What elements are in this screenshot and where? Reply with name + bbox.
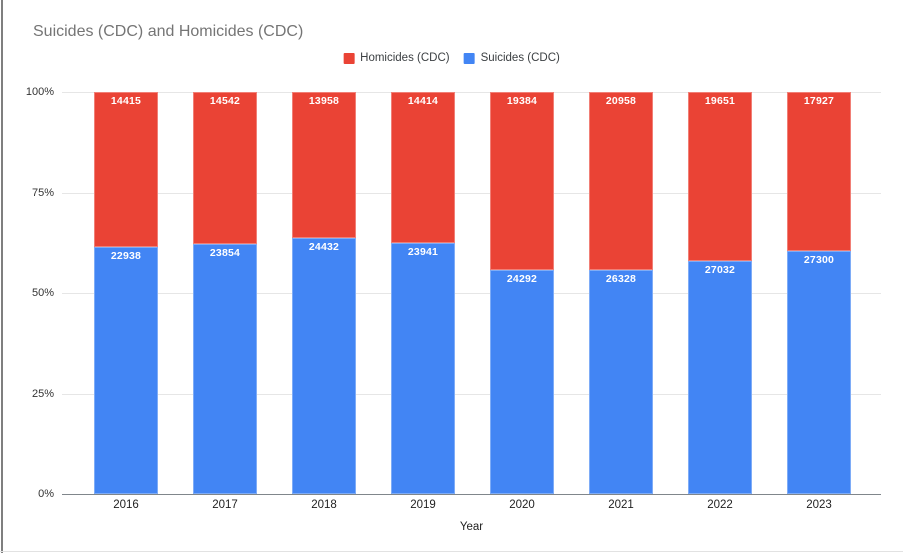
data-label: 14542 (209, 95, 241, 107)
x-axis-title: Year (459, 521, 484, 533)
data-label: 19651 (704, 95, 736, 107)
x-tick-label: 2020 (509, 499, 535, 511)
bar-2019: 14414 23941 (391, 92, 455, 494)
bar-2020: 19384 24292 (490, 92, 554, 494)
bar-segment-2022-suicides[interactable]: 27032 (688, 261, 752, 494)
bar-2017: 14542 23854 (193, 92, 257, 494)
chart-legend: Homicides (CDC) Suicides (CDC) (343, 52, 560, 64)
bar-segment-2023-homicides[interactable]: 17927 (787, 92, 851, 252)
chart-title: Suicides (CDC) and Homicides (CDC) (33, 23, 304, 40)
bar-2021: 20958 26328 (589, 92, 653, 494)
legend-label: Suicides (CDC) (480, 52, 560, 64)
data-label: 24292 (506, 273, 538, 286)
x-tick-label: 2017 (212, 499, 238, 511)
y-tick-label: 100% (25, 86, 54, 98)
bar-segment-2020-suicides[interactable]: 24292 (490, 270, 554, 494)
data-label: 22938 (110, 250, 142, 263)
x-tick-label: 2019 (410, 499, 436, 511)
bar-segment-2021-homicides[interactable]: 20958 (589, 92, 653, 271)
bar-segment-2018-suicides[interactable]: 24432 (292, 238, 356, 494)
bar-segment-2023-suicides[interactable]: 27300 (787, 251, 851, 494)
data-label: 19384 (506, 95, 538, 107)
y-axis-labels: 0% 25% 50% 75% 100% (0, 86, 54, 500)
x-axis-baseline (62, 494, 881, 495)
x-tick-label: 2016 (113, 499, 139, 511)
bar-segment-2016-homicides[interactable]: 14415 (94, 92, 158, 248)
gridline (62, 92, 881, 93)
bar-segment-2019-homicides[interactable]: 14414 (391, 92, 455, 244)
y-tick-label: 0% (38, 488, 54, 500)
data-label: 27300 (803, 254, 835, 267)
gridline (62, 192, 881, 194)
spreadsheet-gridline-bottom (0, 551, 903, 552)
data-label: 23941 (407, 246, 439, 259)
y-tick-label: 25% (31, 387, 54, 400)
data-label: 23854 (209, 247, 241, 260)
bar-segment-2017-homicides[interactable]: 14542 (193, 92, 257, 245)
data-label: 27032 (704, 264, 736, 277)
bar-segment-2018-homicides[interactable]: 13958 (292, 92, 356, 239)
plot-area: 14415 22938 14542 23854 13958 24432 14414 23941… (62, 92, 881, 495)
gridline (62, 393, 881, 395)
bar-2023: 17927 27300 (787, 92, 851, 494)
bar-segment-2021-suicides[interactable]: 26328 (589, 270, 653, 494)
x-tick-label: 2018 (311, 499, 337, 511)
x-tick-label: 2022 (707, 499, 733, 511)
y-tick-label: 50% (31, 287, 54, 299)
x-tick-label: 2021 (608, 499, 634, 511)
data-label: 14414 (407, 95, 439, 107)
bar-segment-2017-suicides[interactable]: 23854 (193, 244, 257, 494)
x-axis-labels: 2016 2017 2018 2019 2020 2021 2022 2023 (62, 499, 881, 513)
data-label: 14415 (110, 95, 142, 107)
y-tick-label: 75% (31, 186, 54, 199)
gridline (62, 293, 881, 294)
legend-item-homicides-cdc[interactable]: Homicides (CDC) (343, 52, 450, 64)
legend-swatch-icon (343, 52, 355, 64)
bar-segment-2020-homicides[interactable]: 19384 (490, 92, 554, 271)
bar-2018: 13958 24432 (292, 92, 356, 494)
legend-swatch-icon (463, 52, 475, 64)
data-label: 26328 (605, 273, 637, 286)
data-label: 24432 (308, 241, 340, 254)
data-label: 17927 (803, 95, 835, 107)
legend-item-suicides-cdc[interactable]: Suicides (CDC) (463, 52, 560, 64)
bar-segment-2022-homicides[interactable]: 19651 (688, 92, 752, 262)
bar-2016: 14415 22938 (94, 92, 158, 494)
bar-segment-2019-suicides[interactable]: 23941 (391, 243, 455, 494)
legend-label: Homicides (CDC) (360, 52, 450, 64)
x-tick-label: 2023 (806, 499, 832, 511)
spreadsheet-gridline-left (1, 0, 3, 553)
data-label: 20958 (605, 95, 637, 107)
bar-segment-2016-suicides[interactable]: 22938 (94, 247, 158, 494)
data-label: 13958 (308, 95, 340, 107)
bar-2022: 19651 27032 (688, 92, 752, 494)
